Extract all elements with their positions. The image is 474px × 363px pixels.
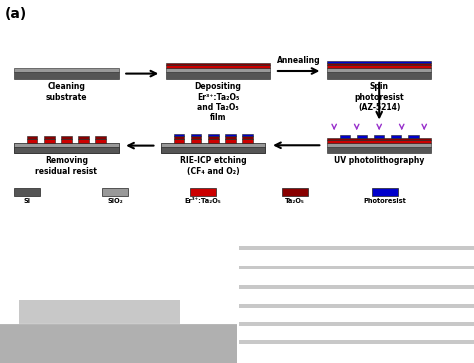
Bar: [166, 68, 270, 73]
Bar: [14, 147, 118, 153]
Bar: [191, 139, 201, 143]
Text: (b): (b): [7, 232, 28, 245]
Bar: [242, 136, 253, 139]
Bar: [78, 139, 89, 143]
Bar: [225, 139, 236, 143]
Bar: [327, 63, 431, 65]
Bar: [19, 299, 180, 325]
Text: SiO₂: SiO₂: [107, 197, 123, 204]
Text: (c): (c): [246, 232, 265, 245]
Bar: [27, 139, 37, 143]
Bar: [327, 68, 431, 73]
Bar: [161, 143, 265, 147]
Bar: [174, 134, 184, 136]
Bar: [0, 325, 237, 363]
Bar: [242, 139, 253, 143]
Bar: [161, 143, 265, 147]
Bar: [225, 136, 236, 139]
Bar: [95, 136, 106, 139]
Bar: [61, 136, 72, 139]
Bar: [239, 266, 474, 269]
Bar: [78, 136, 89, 139]
Text: Removing
residual resist: Removing residual resist: [36, 156, 97, 176]
Bar: [374, 135, 384, 138]
Text: Si: Si: [24, 197, 31, 204]
Bar: [174, 139, 184, 143]
Bar: [327, 140, 431, 143]
Bar: [191, 136, 201, 139]
Bar: [14, 143, 118, 147]
Bar: [208, 139, 219, 143]
Bar: [95, 139, 106, 143]
Bar: [161, 147, 265, 153]
Bar: [166, 65, 270, 68]
Text: Photoresist: Photoresist: [364, 197, 407, 204]
Bar: [340, 135, 350, 138]
Text: Er³⁺:Ta₂O₅: Er³⁺:Ta₂O₅: [184, 197, 221, 204]
Bar: [14, 143, 118, 147]
Bar: [239, 340, 474, 344]
Bar: [282, 188, 308, 196]
Bar: [357, 135, 367, 138]
Bar: [391, 135, 401, 138]
Bar: [239, 285, 474, 289]
Bar: [166, 73, 270, 79]
Bar: [225, 134, 236, 136]
Bar: [239, 304, 474, 308]
Text: Cleaning
substrate: Cleaning substrate: [46, 82, 87, 102]
Bar: [14, 68, 118, 73]
Text: RIE-ICP etching
(CF₄ and O₂): RIE-ICP etching (CF₄ and O₂): [180, 156, 246, 176]
Bar: [191, 134, 201, 136]
Bar: [327, 61, 431, 63]
Bar: [161, 147, 265, 153]
Bar: [327, 143, 431, 147]
Bar: [327, 65, 431, 68]
Text: Ta₂O₅: Ta₂O₅: [285, 197, 305, 204]
Bar: [327, 147, 431, 153]
Bar: [14, 188, 40, 196]
Bar: [372, 188, 398, 196]
Text: (a): (a): [5, 7, 27, 21]
Bar: [61, 139, 72, 143]
Bar: [174, 136, 184, 139]
Bar: [27, 136, 37, 139]
Bar: [239, 322, 474, 326]
Text: Annealing: Annealing: [277, 56, 320, 65]
Bar: [327, 138, 431, 140]
Bar: [208, 134, 219, 136]
Bar: [102, 188, 128, 196]
Bar: [14, 147, 118, 153]
Bar: [166, 63, 270, 65]
Text: Depositing
Er³⁺:Ta₂O₅
and Ta₂O₅
film: Depositing Er³⁺:Ta₂O₅ and Ta₂O₅ film: [195, 82, 241, 122]
Bar: [327, 73, 431, 79]
Bar: [208, 136, 219, 139]
Text: UV photolithography: UV photolithography: [334, 156, 424, 166]
Bar: [408, 135, 419, 138]
Bar: [239, 246, 474, 250]
Bar: [14, 73, 118, 79]
Bar: [190, 188, 216, 196]
Bar: [44, 139, 55, 143]
Bar: [242, 134, 253, 136]
Text: Spin
photoresist
(AZ-5214): Spin photoresist (AZ-5214): [355, 82, 404, 112]
Bar: [44, 136, 55, 139]
